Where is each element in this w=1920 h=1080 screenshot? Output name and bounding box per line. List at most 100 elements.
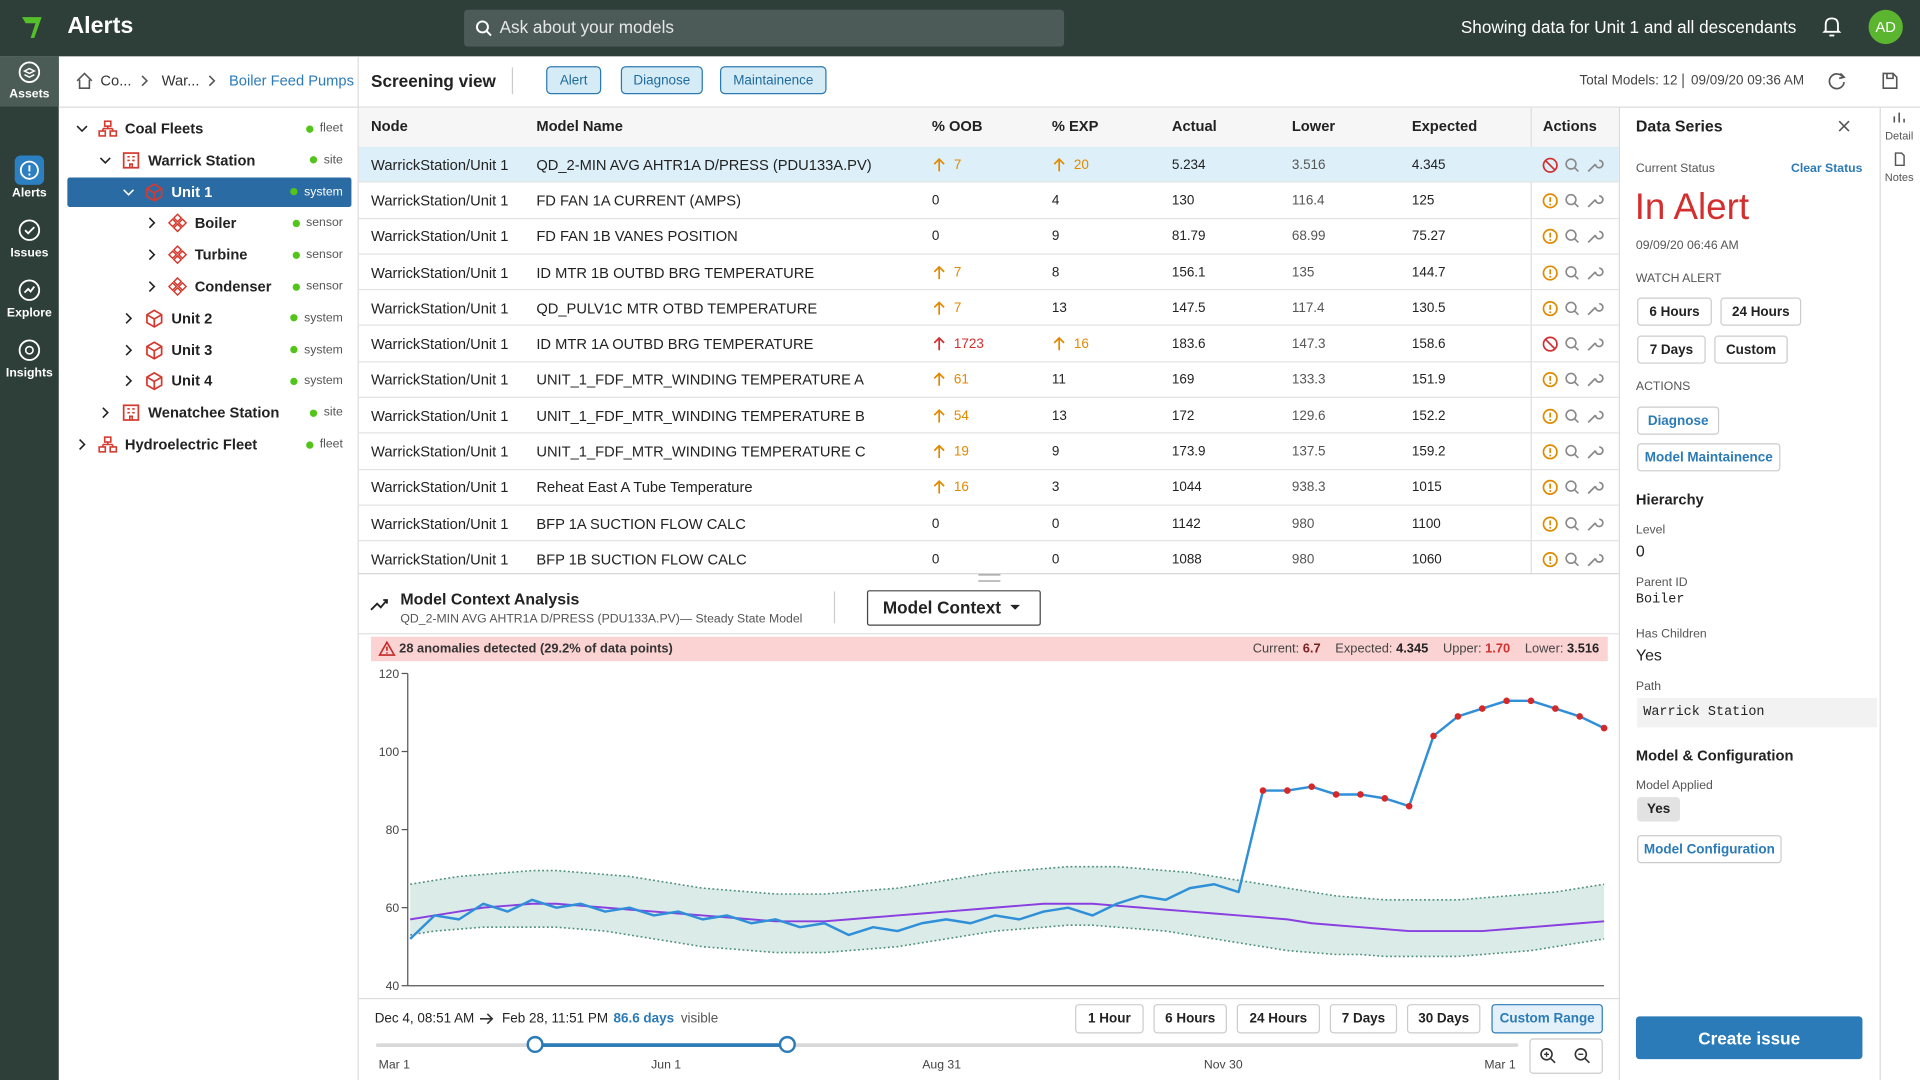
tree-chevron[interactable]	[122, 186, 135, 198]
tree-chevron[interactable]	[146, 249, 158, 261]
table-row[interactable]	[358, 219, 1619, 255]
wrench-icon[interactable]	[1586, 515, 1604, 532]
tree-chevron[interactable]	[122, 312, 134, 324]
tree-label[interactable]: Coal Fleets	[124, 120, 204, 138]
wrench-icon[interactable]	[1586, 264, 1604, 281]
watch-button[interactable]: 24 Hours	[1720, 297, 1802, 326]
nav-icon[interactable]	[14, 155, 45, 185]
notes-tab-icon[interactable]	[1892, 152, 1907, 167]
config-button[interactable]: Model Configuration	[1637, 835, 1782, 864]
action-button[interactable]: Model Maintainence	[1637, 443, 1781, 472]
filter-chip[interactable]: Alert	[546, 66, 602, 95]
detail-tab-icon[interactable]	[1892, 110, 1907, 125]
inspect-icon[interactable]	[1564, 228, 1581, 245]
bell-icon[interactable]	[1821, 16, 1843, 38]
tree-label[interactable]: Unit 3	[171, 341, 213, 359]
nav-icon[interactable]	[15, 58, 44, 87]
column-header[interactable]: Actual	[1171, 117, 1217, 135]
wrench-icon[interactable]	[1586, 407, 1604, 424]
tree-chevron[interactable]	[99, 407, 111, 419]
tree-chevron[interactable]	[146, 217, 158, 229]
column-header[interactable]: % OOB	[931, 117, 983, 135]
tree-label[interactable]: Turbine	[194, 246, 248, 264]
status-icon[interactable]	[1542, 443, 1559, 460]
breadcrumb-item[interactable]: Boiler Feed Pumps	[228, 72, 354, 90]
status-icon[interactable]	[1542, 551, 1559, 568]
nav-icon[interactable]	[15, 336, 44, 365]
slider-handle[interactable]	[778, 1035, 796, 1054]
tree-chevron[interactable]	[122, 344, 134, 356]
table-row[interactable]	[358, 146, 1619, 183]
tree-label[interactable]: Condenser	[194, 277, 272, 296]
inspect-icon[interactable]	[1564, 192, 1581, 209]
range-preset[interactable]: 7 Days	[1329, 1004, 1398, 1034]
inspect-icon[interactable]	[1564, 264, 1581, 281]
table-row[interactable]	[358, 398, 1619, 434]
watch-button[interactable]: Custom	[1714, 335, 1788, 364]
inspect-icon[interactable]	[1564, 551, 1581, 568]
column-header[interactable]: Model Name	[536, 117, 623, 135]
status-icon[interactable]	[1542, 407, 1559, 424]
watch-button[interactable]: 7 Days	[1637, 335, 1706, 364]
wrench-icon[interactable]	[1586, 443, 1604, 460]
range-preset[interactable]: 30 Days	[1406, 1004, 1481, 1034]
tree-chevron[interactable]	[146, 280, 158, 292]
zoom-out[interactable]	[1573, 1047, 1590, 1064]
tree-chevron[interactable]	[76, 438, 88, 450]
filter-chip[interactable]: Diagnose	[620, 66, 703, 95]
tree-label[interactable]: Wenatchee Station	[148, 404, 280, 422]
range-preset[interactable]: 24 Hours	[1236, 1004, 1320, 1034]
column-header[interactable]: Lower	[1291, 117, 1336, 135]
table-row[interactable]	[358, 362, 1619, 399]
tree-chevron[interactable]	[99, 154, 111, 166]
inspect-icon[interactable]	[1564, 479, 1581, 496]
wrench-icon[interactable]	[1586, 336, 1604, 353]
tree-label[interactable]: Unit 2	[171, 309, 213, 327]
breadcrumb-item[interactable]: War...	[161, 72, 200, 90]
table-row[interactable]	[358, 434, 1619, 470]
action-button[interactable]: Diagnose	[1637, 406, 1720, 435]
column-header[interactable]: Actions	[1542, 117, 1597, 135]
table-row[interactable]	[358, 255, 1619, 291]
slider-handle[interactable]	[526, 1035, 544, 1054]
table-row[interactable]	[358, 290, 1619, 327]
status-icon[interactable]	[1542, 371, 1559, 388]
tree-chevron[interactable]	[76, 122, 88, 134]
column-header[interactable]: Expected	[1411, 117, 1478, 135]
range-preset[interactable]: 1 Hour	[1075, 1004, 1144, 1034]
inspect-icon[interactable]	[1564, 371, 1581, 388]
slider-track[interactable]	[375, 1043, 1519, 1047]
column-header[interactable]: Node	[371, 117, 408, 135]
wrench-icon[interactable]	[1586, 228, 1604, 245]
tree-label[interactable]: Boiler	[194, 214, 237, 232]
column-header[interactable]: % EXP	[1051, 117, 1099, 135]
table-row[interactable]	[358, 470, 1619, 506]
range-preset[interactable]: Custom Range	[1491, 1004, 1603, 1034]
inspect-icon[interactable]	[1564, 407, 1581, 424]
save-icon[interactable]	[1880, 71, 1900, 91]
tree-label[interactable]: Unit 1	[171, 183, 213, 201]
status-icon[interactable]	[1542, 515, 1559, 532]
nav-icon[interactable]	[15, 276, 44, 305]
zoom-in[interactable]	[1539, 1047, 1556, 1064]
home-icon[interactable]	[76, 72, 93, 89]
watch-button[interactable]: 6 Hours	[1637, 297, 1712, 326]
wrench-icon[interactable]	[1586, 156, 1604, 173]
wrench-icon[interactable]	[1586, 300, 1604, 317]
table-row[interactable]	[358, 326, 1619, 363]
splitter-grip[interactable]	[978, 574, 1001, 582]
tree-label[interactable]: Warrick Station	[148, 151, 256, 169]
view-dropdown[interactable]	[866, 590, 1041, 626]
inspect-icon[interactable]	[1564, 443, 1581, 460]
table-row[interactable]	[358, 183, 1619, 219]
range-preset[interactable]: 6 Hours	[1153, 1004, 1227, 1034]
close-icon[interactable]	[1838, 120, 1850, 132]
tree-label[interactable]: Hydroelectric Fleet	[124, 435, 258, 454]
tree-chevron[interactable]	[122, 375, 134, 387]
filter-chip[interactable]: Maintainence	[720, 66, 827, 95]
status-icon[interactable]	[1542, 228, 1559, 245]
status-icon[interactable]	[1542, 156, 1559, 173]
search-box[interactable]	[464, 9, 1065, 47]
splitter[interactable]	[358, 573, 1619, 575]
wrench-icon[interactable]	[1586, 551, 1604, 568]
